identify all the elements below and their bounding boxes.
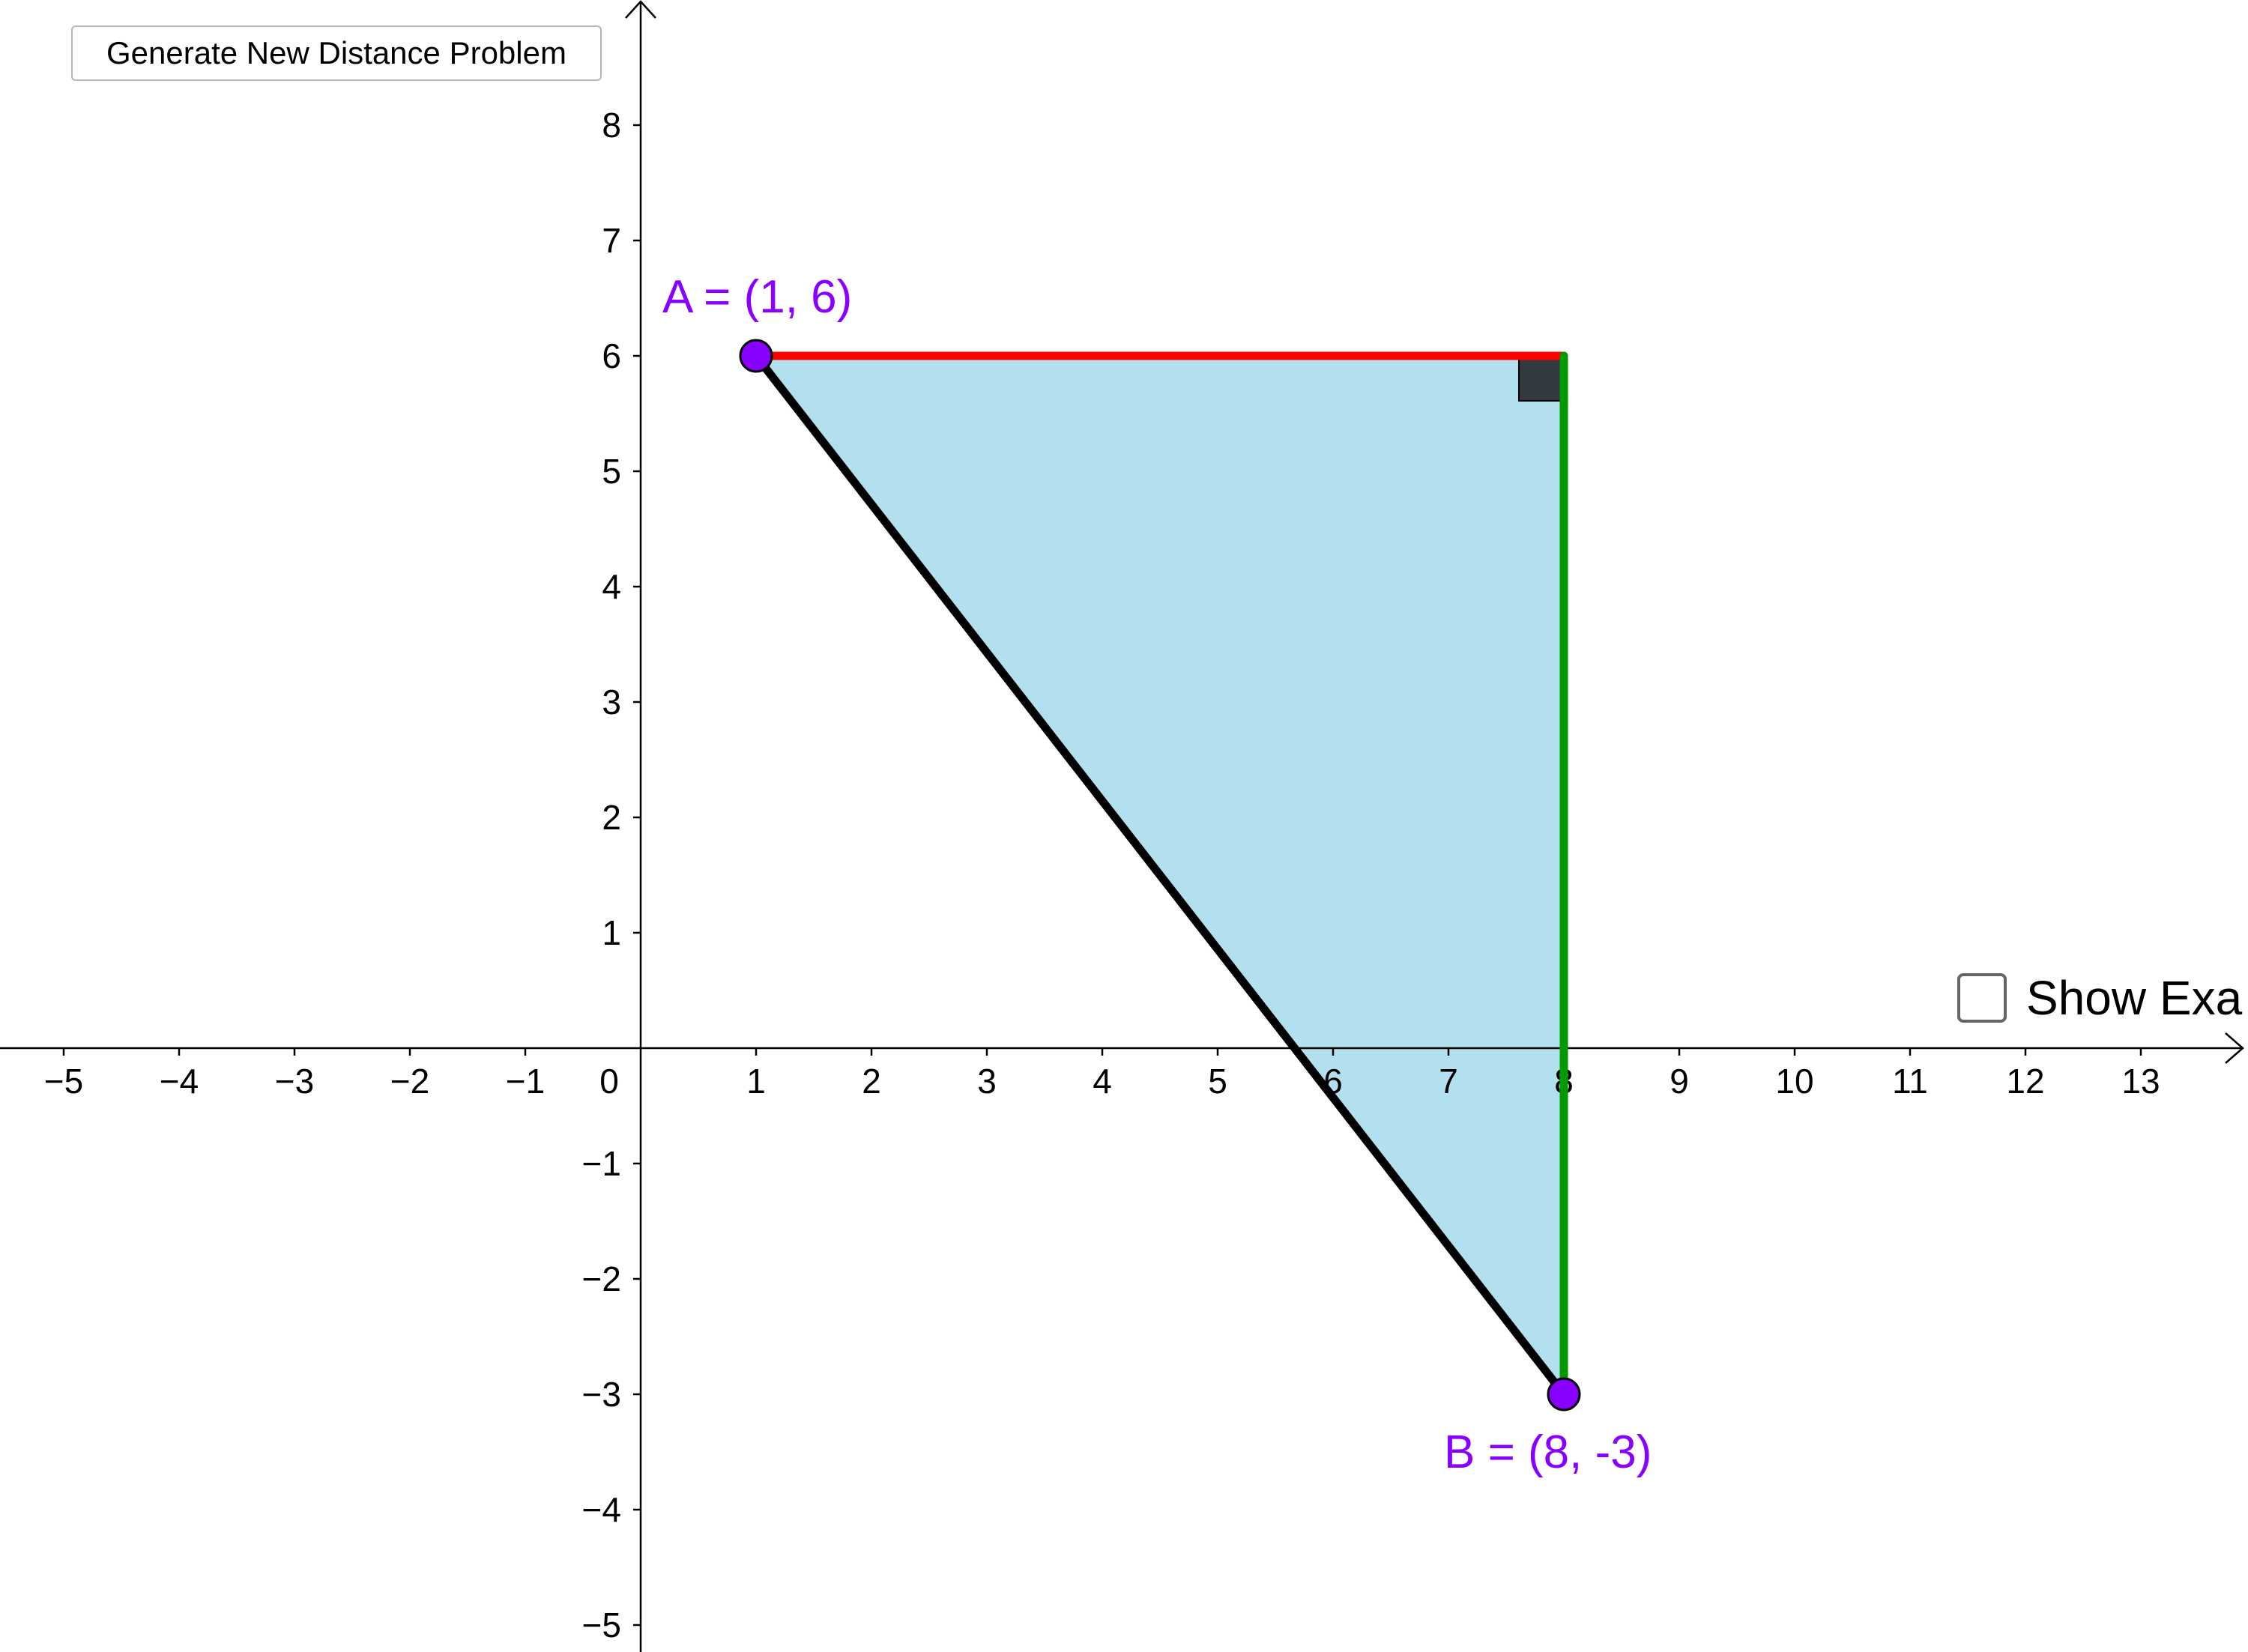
point-b-label: B = (8, -3) xyxy=(1444,1426,1652,1478)
y-tick-label: 1 xyxy=(602,913,621,952)
x-tick-label: 5 xyxy=(1208,1062,1227,1101)
y-tick-label: −2 xyxy=(582,1259,621,1298)
show-example-checkbox[interactable]: Show Exa xyxy=(1957,971,2248,1025)
y-tick-label: −4 xyxy=(582,1490,621,1529)
y-axis-arrow-icon xyxy=(625,0,656,19)
y-tick-label: 5 xyxy=(602,452,621,491)
x-tick-label: 2 xyxy=(862,1062,881,1101)
x-tick-label: −1 xyxy=(506,1062,545,1101)
x-tick-label: 1 xyxy=(746,1062,766,1101)
y-tick-label: 4 xyxy=(602,567,621,606)
x-ticks: −5−4−3−2−1012345678910111213 xyxy=(44,1048,2160,1101)
x-tick-label: 3 xyxy=(977,1062,997,1101)
x-tick-label: 9 xyxy=(1670,1062,1689,1101)
x-tick-label: −4 xyxy=(160,1062,199,1101)
generate-new-problem-button[interactable]: Generate New Distance Problem xyxy=(71,25,602,81)
y-tick-label: −1 xyxy=(582,1144,621,1183)
y-tick-label: 8 xyxy=(602,106,621,145)
x-tick-label: 7 xyxy=(1439,1062,1458,1101)
x-tick-label: −5 xyxy=(44,1062,83,1101)
point-b[interactable] xyxy=(1547,1377,1581,1412)
y-tick-label: −5 xyxy=(582,1606,621,1645)
x-tick-label: 12 xyxy=(2006,1062,2044,1101)
x-tick-label: 0 xyxy=(599,1062,619,1101)
x-tick-label: 10 xyxy=(1775,1062,1813,1101)
point-a[interactable] xyxy=(739,339,773,373)
y-tick-label: 6 xyxy=(602,336,621,375)
y-tick-label: −3 xyxy=(582,1375,621,1414)
y-tick-label: 2 xyxy=(602,798,621,837)
show-example-label: Show Exa xyxy=(2026,971,2243,1025)
x-tick-label: 13 xyxy=(2121,1062,2160,1101)
checkbox-icon[interactable] xyxy=(1957,973,2007,1023)
x-tick-label: 11 xyxy=(1892,1062,1928,1101)
x-tick-label: −3 xyxy=(275,1062,314,1101)
x-tick-label: −2 xyxy=(390,1062,429,1101)
x-tick-label: 4 xyxy=(1093,1062,1112,1101)
right-angle-marker xyxy=(1518,355,1565,402)
point-a-label: A = (1, 6) xyxy=(662,271,852,323)
y-tick-label: 7 xyxy=(602,221,621,260)
y-ticks: 1 2 3 4 5 6 7 8 −1 −2 −3 −4 −5 xyxy=(582,106,641,1645)
x-axis-arrow-icon xyxy=(2225,1032,2244,1064)
y-tick-label: 3 xyxy=(602,683,621,721)
hypotenuse-segment[interactable] xyxy=(752,351,1568,1399)
